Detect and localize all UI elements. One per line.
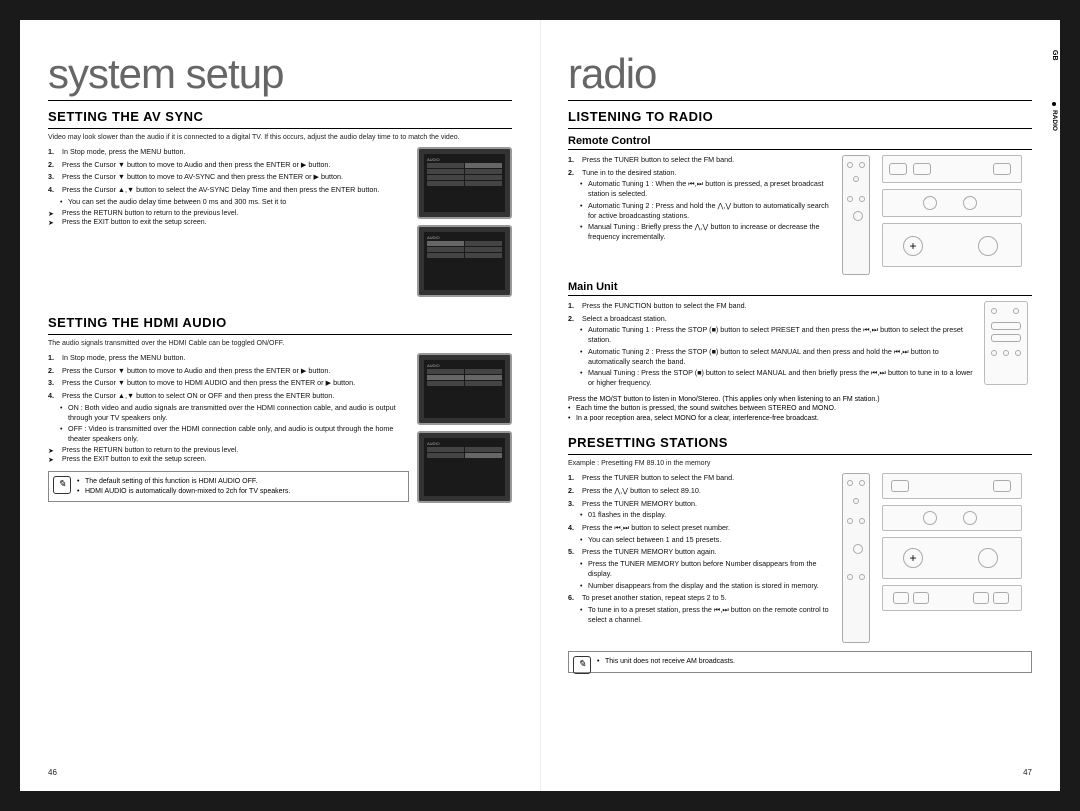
notebox-preset: ✎ This unit does not receive AM broadcas… — [568, 651, 1032, 673]
steps-preset: 1.Press the TUNER button to select the F… — [568, 473, 834, 624]
tv-figure: AUDIO — [417, 353, 512, 425]
side-tab: GB RADIO — [1046, 50, 1060, 170]
title-rule — [48, 100, 512, 101]
subhead-remote: Remote Control — [568, 135, 1032, 147]
page-title-left: system setup — [48, 50, 512, 98]
sec-head-hdmi: SETTING THE HDMI AUDIO — [48, 315, 512, 330]
remote-figure-preset: + — [842, 473, 1032, 643]
sec-head-listen: LISTENING TO RADIO — [568, 109, 1032, 124]
tv-figure: AUDIO — [417, 431, 512, 503]
remote-figure: + — [842, 155, 1032, 275]
steps-hdmi: 1.In Stop mode, press the MENU button. 2… — [48, 353, 409, 444]
intro-hdmi: The audio signals transmitted over the H… — [48, 340, 512, 347]
sec-head-preset: PRESETTING STATIONS — [568, 435, 1032, 450]
note-icon: ✎ — [573, 656, 591, 674]
page-number: 46 — [48, 768, 57, 777]
notebox-hdmi: ✎ The default setting of this function i… — [48, 471, 409, 503]
right-page: GB RADIO radio LISTENING TO RADIO Remote… — [540, 20, 1060, 791]
left-page: system setup SETTING THE AV SYNC Video m… — [20, 20, 540, 791]
tv-figure: AUDIO — [417, 225, 512, 297]
steps-avsync: 1.In Stop mode, press the MENU button. 2… — [48, 147, 409, 207]
page-number: 47 — [1023, 768, 1032, 777]
page-title-right: radio — [568, 50, 1032, 98]
intro-avsync: Video may look slower than the audio if … — [48, 134, 512, 141]
subhead-mainunit: Main Unit — [568, 281, 1032, 293]
steps-mainunit: 1.Press the FUNCTION button to select th… — [568, 301, 976, 388]
steps-remote: 1.Press the TUNER button to select the F… — [568, 155, 834, 242]
sec-head-avsync: SETTING THE AV SYNC — [48, 109, 512, 124]
page-spread: system setup SETTING THE AV SYNC Video m… — [20, 20, 1060, 791]
tv-figure: AUDIO — [417, 147, 512, 219]
note-icon: ✎ — [53, 476, 71, 494]
